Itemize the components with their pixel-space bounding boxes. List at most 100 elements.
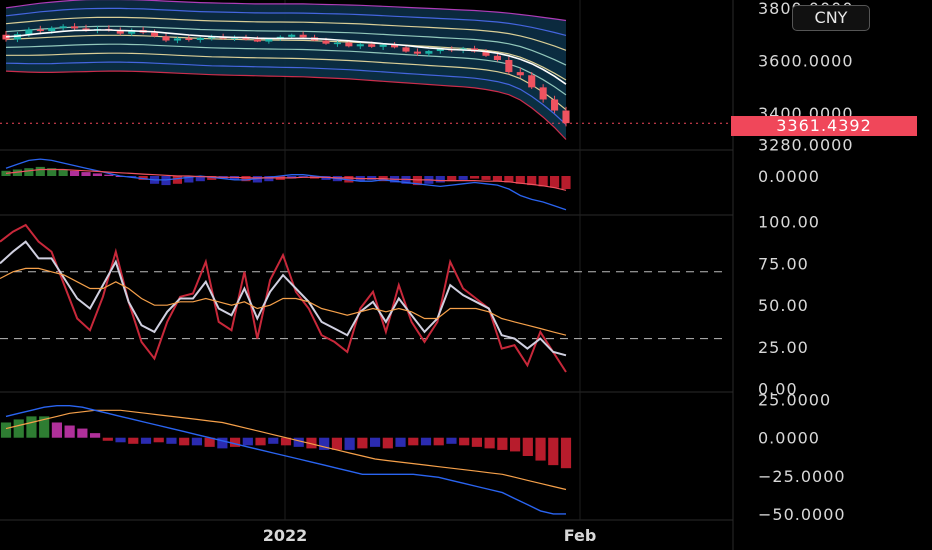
macd-bar bbox=[471, 437, 482, 447]
macd-bar bbox=[319, 437, 330, 450]
rsi-tick-label: 75.00 bbox=[758, 254, 809, 273]
band-line-7 bbox=[5, 61, 567, 126]
macd-bar bbox=[433, 437, 444, 446]
macd-bar bbox=[459, 437, 470, 446]
last-price-label: 3361.4392 bbox=[731, 116, 917, 136]
macd-bar bbox=[357, 437, 368, 449]
osc-tick-label: 0.0000 bbox=[758, 167, 820, 186]
osc-bar bbox=[447, 176, 457, 182]
candle-body bbox=[288, 34, 296, 37]
currency-badge[interactable]: CNY bbox=[792, 5, 870, 31]
macd-bar bbox=[179, 437, 190, 446]
candle-body bbox=[162, 36, 170, 41]
osc-bar bbox=[504, 176, 514, 183]
osc-bar bbox=[412, 176, 422, 186]
macd-tick-label: −50.0000 bbox=[758, 505, 846, 524]
candle-body bbox=[196, 37, 204, 40]
osc-bar bbox=[172, 176, 182, 184]
rsi-tick-label: 25.00 bbox=[758, 338, 809, 357]
macd-bar bbox=[0, 422, 12, 438]
macd-tick-label: 0.0000 bbox=[758, 429, 820, 448]
macd-bar bbox=[204, 437, 215, 447]
macd-bar bbox=[102, 437, 113, 441]
candle-body bbox=[425, 51, 433, 54]
candle-body bbox=[551, 99, 559, 111]
macd-bar bbox=[382, 437, 393, 449]
osc-bar bbox=[92, 173, 102, 176]
macd-bar bbox=[331, 437, 342, 450]
band-line-6 bbox=[6, 52, 567, 111]
osc-bar bbox=[435, 176, 445, 183]
osc-bar bbox=[70, 170, 80, 176]
osc-bar bbox=[230, 176, 240, 180]
candle-body bbox=[116, 30, 124, 34]
rsi-tick-label: 50.00 bbox=[758, 296, 809, 315]
time-label: 2022 bbox=[263, 526, 308, 545]
macd-bar bbox=[255, 437, 266, 446]
candle-body bbox=[82, 28, 90, 30]
osc-bar bbox=[561, 176, 571, 189]
candle-body bbox=[562, 110, 570, 124]
band-line-0 bbox=[5, 0, 567, 22]
osc-line-b bbox=[5, 168, 567, 191]
macd-bar bbox=[115, 437, 126, 443]
band-line-8 bbox=[5, 70, 567, 140]
rsi-pane[interactable] bbox=[0, 223, 723, 373]
price-tick-label: 3600.0000 bbox=[758, 52, 854, 71]
macd-bar bbox=[408, 437, 419, 446]
macd-bar bbox=[26, 416, 37, 438]
macd-bar bbox=[268, 437, 279, 444]
candle-body bbox=[413, 51, 421, 54]
macd-bar bbox=[191, 437, 202, 446]
osc-bar bbox=[298, 176, 308, 178]
osc-bar bbox=[12, 169, 22, 176]
band-line-5 bbox=[5, 43, 567, 96]
candle-body bbox=[242, 37, 250, 40]
osc-bar bbox=[527, 176, 537, 186]
macd-bar bbox=[420, 437, 432, 446]
price-axis[interactable]: 3800.00003600.00003400.00003280.00000.00… bbox=[758, 0, 854, 524]
rsi-series-0 bbox=[0, 223, 567, 373]
rsi-tick-label: 100.00 bbox=[758, 213, 820, 232]
candle-body bbox=[173, 38, 181, 41]
band-line-2 bbox=[5, 16, 567, 51]
candle-body bbox=[356, 44, 364, 47]
macd-bar bbox=[446, 437, 457, 444]
price-pane[interactable] bbox=[0, 0, 733, 140]
osc-bar bbox=[481, 176, 491, 180]
macd-bar bbox=[64, 425, 75, 438]
macd-bar bbox=[39, 416, 50, 438]
candle-body bbox=[59, 26, 67, 28]
candle-body bbox=[516, 72, 524, 76]
price-tick-label: 3280.0000 bbox=[758, 136, 854, 155]
osc-bar bbox=[104, 174, 114, 176]
osc-bar bbox=[81, 172, 91, 176]
candle-body bbox=[208, 36, 216, 39]
macd-bar bbox=[510, 437, 521, 452]
candle-body bbox=[299, 34, 307, 38]
oscillator-pane[interactable] bbox=[1, 158, 571, 211]
osc-line-a bbox=[5, 158, 567, 211]
candle-body bbox=[48, 27, 56, 32]
macd-bar bbox=[522, 437, 533, 456]
osc-bar bbox=[138, 176, 148, 180]
candle-body bbox=[493, 55, 501, 60]
band-line-1 bbox=[5, 7, 567, 36]
rsi-series-1 bbox=[0, 240, 567, 357]
macd-bar bbox=[77, 428, 88, 438]
candle-body bbox=[402, 47, 410, 52]
candle-body bbox=[539, 87, 547, 100]
macd-bar bbox=[395, 437, 406, 447]
macd-bar bbox=[140, 437, 152, 444]
macd-pane[interactable] bbox=[0, 405, 572, 515]
macd-bar bbox=[217, 437, 228, 449]
macd-bar bbox=[230, 437, 241, 447]
time-axis[interactable]: 2022 Feb bbox=[263, 526, 597, 545]
macd-bar bbox=[560, 437, 572, 469]
macd-line bbox=[5, 405, 566, 515]
band-line-3 bbox=[5, 25, 567, 66]
candle-body bbox=[482, 51, 490, 56]
candle-body bbox=[345, 42, 353, 47]
candle-body bbox=[528, 75, 536, 88]
